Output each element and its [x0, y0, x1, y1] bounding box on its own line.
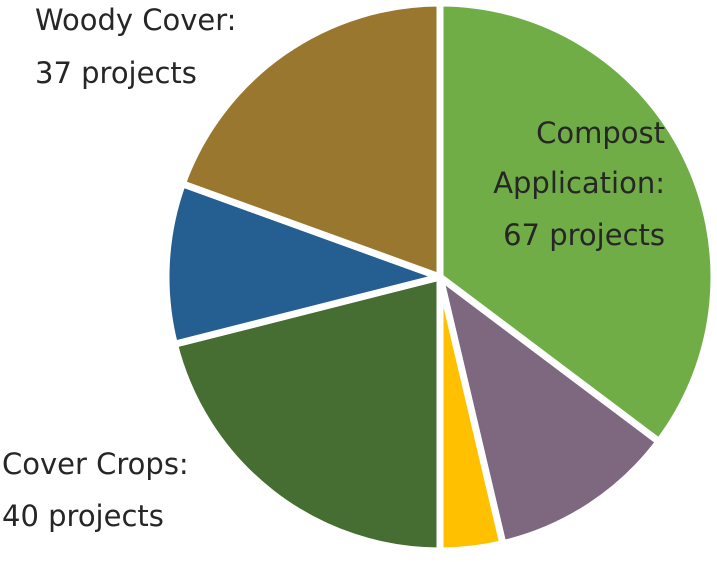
slice-label: Woody Cover:	[35, 3, 236, 37]
value-label: 67 projects	[503, 218, 665, 252]
value-label: 37 projects	[35, 56, 197, 90]
slice-label: Compost Application:	[493, 116, 665, 200]
pie-slice	[162, 180, 444, 348]
pie-slice	[436, 273, 663, 548]
pie-slice	[178, 0, 444, 281]
value-label: 40 projects	[2, 499, 164, 533]
slice-label: Cover Crops:	[2, 447, 189, 481]
pie-slice	[170, 273, 444, 555]
pie-slice	[436, 0, 717, 446]
